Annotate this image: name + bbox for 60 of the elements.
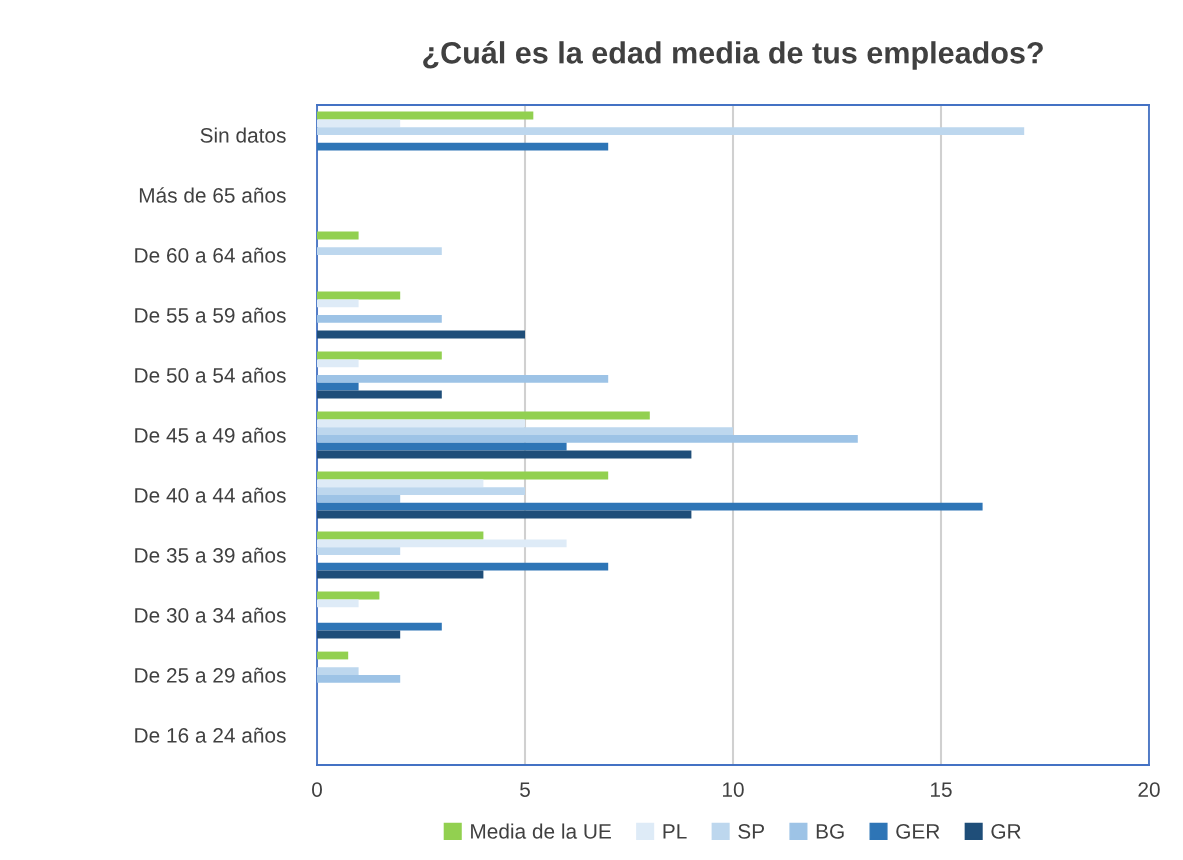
y-tick-label: De 45 a 49 años [135,427,286,443]
legend-label: Media de la UE [471,823,611,839]
bar [317,442,567,451]
y-tick-label: De 60 a 64 años [135,247,286,263]
legend-label: GR [991,824,1021,839]
bar [317,375,609,383]
bar [317,291,401,300]
legend-label: SP [738,824,764,839]
y-tick-label: De 30 a 34 años [135,607,286,623]
bar [317,435,858,443]
y-tick-label: De 16 a 24 años [135,727,286,743]
bar [317,142,609,151]
bar [317,330,525,339]
bar [317,599,359,608]
bar [317,247,442,255]
chart-title: ¿Cuál es la edad media de tus empleados? [423,40,1043,70]
bar [317,299,359,308]
legend-label: BG [816,824,844,839]
bar [317,510,692,519]
bar [317,119,401,128]
bar [317,531,484,540]
x-tick-label: 5 [520,782,530,797]
bar [317,479,484,488]
bar [317,231,359,240]
bar [317,562,609,571]
y-tick-label: Sin datos [200,127,286,143]
bar [317,411,650,420]
bar [317,471,609,480]
bar [317,502,983,511]
bar [317,547,401,555]
y-tick-label: De 40 a 44 años [135,487,286,503]
x-tick-label: 15 [931,782,952,797]
bar [317,427,733,435]
y-tick-label: De 35 a 39 años [135,547,286,563]
bar [317,495,401,503]
bar [317,419,525,428]
y-tick-label: De 25 a 29 años [135,667,286,683]
bar [317,539,567,548]
x-tick-label: 0 [312,782,322,797]
bar [317,111,534,120]
bar [317,667,359,675]
bar [317,487,525,495]
bar [317,127,1025,135]
y-tick-label: De 55 a 59 años [135,307,286,323]
legend-label: GER [896,824,940,839]
bar [317,351,442,360]
bar [317,359,359,368]
y-tick-label: Más de 65 años [139,187,286,203]
bar [317,622,442,631]
bar [317,630,401,639]
x-tick-label: 10 [723,782,744,797]
bar [317,390,442,399]
x-tick-label: 20 [1138,782,1160,797]
bar [317,315,442,323]
legend-label: PL [663,824,687,839]
bar [317,382,359,391]
bar [317,675,401,683]
y-tick-label: De 50 a 54 años [135,367,286,383]
bar [317,570,484,579]
bar [317,450,692,459]
